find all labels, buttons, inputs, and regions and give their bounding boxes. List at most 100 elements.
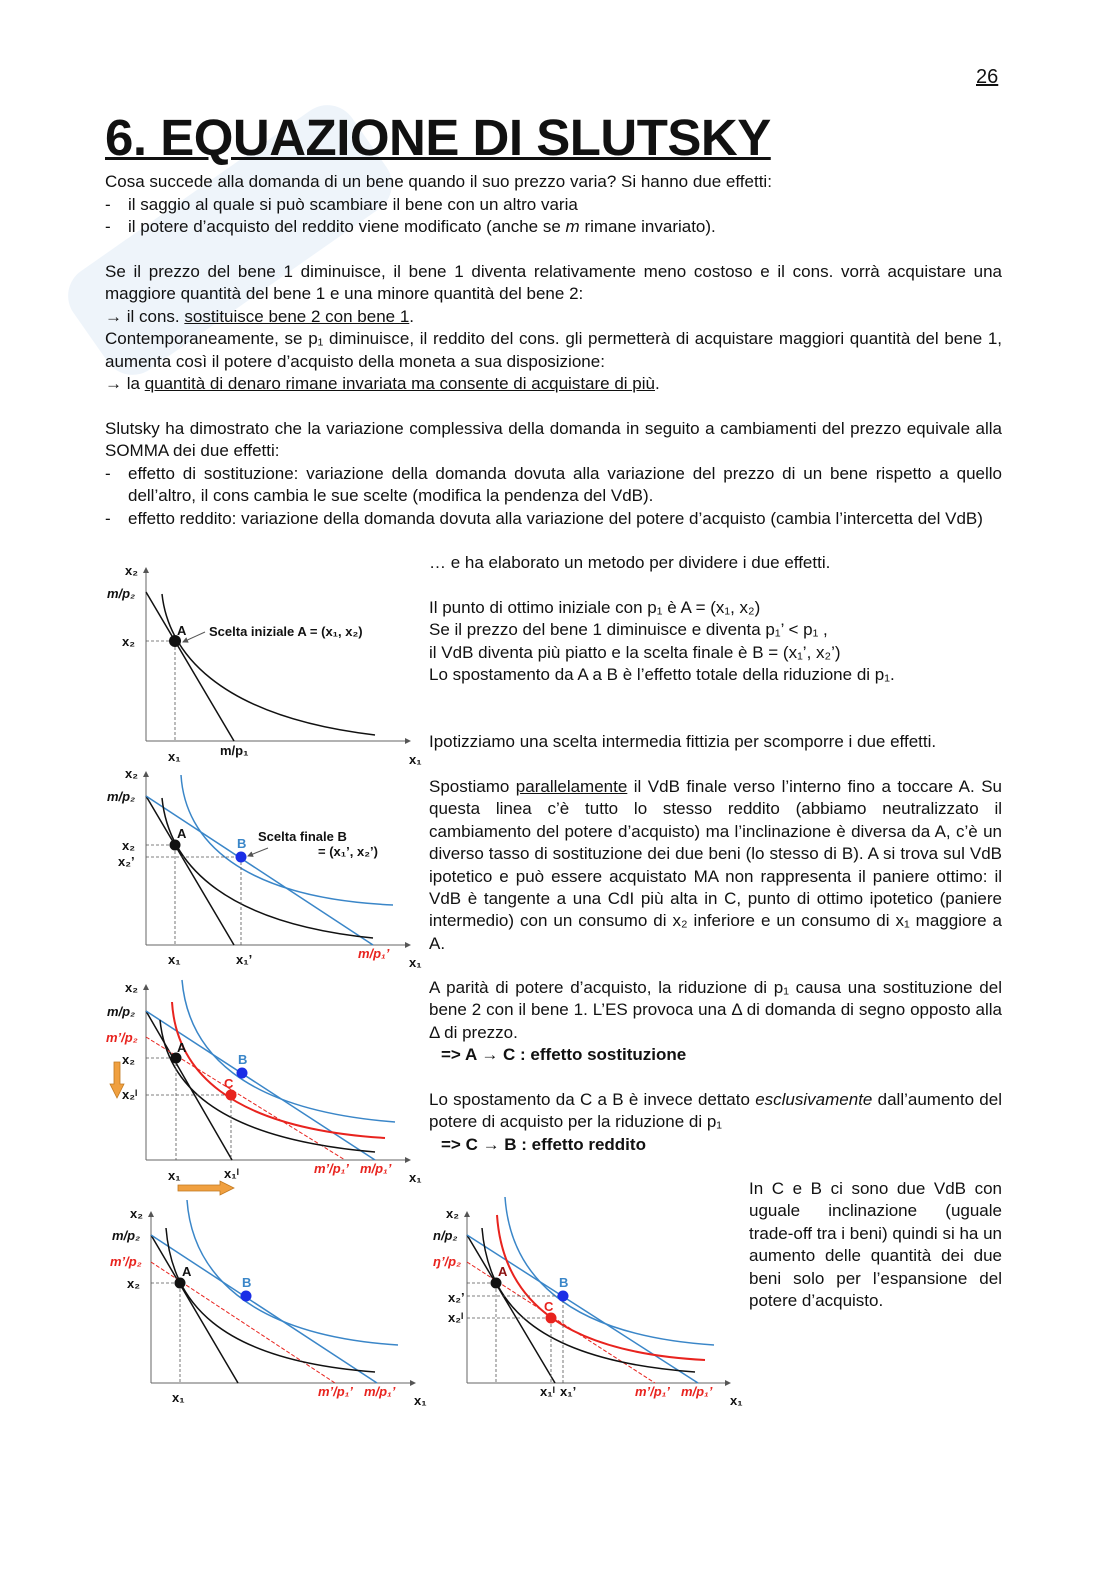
point-c — [225, 1089, 237, 1101]
caption: = (x₁’, x₂’) — [318, 844, 378, 859]
x-axis-label: x₁ — [409, 1170, 422, 1185]
intro-bullet-1: - il saggio al quale si può scambiare il … — [105, 195, 578, 214]
label-b: B — [238, 1052, 247, 1067]
label-a: A — [177, 623, 187, 638]
point-a — [169, 635, 181, 647]
diagram-final-choice: x₂ m/p₂ x₂ x₂’ x₁ x₁’ m/p₁’ x₁ A B Scelt… — [107, 766, 422, 970]
guide-dashed — [467, 1282, 564, 1383]
indifference-curve-high — [180, 774, 394, 906]
right-parallel-shift: Spostiamo parallelamente il VdB finale v… — [429, 777, 1002, 953]
x2-intermediate-label: x₂ᴵ — [122, 1087, 137, 1102]
y-axis-label: x₂ — [125, 766, 138, 781]
x2-label: x₂ — [122, 838, 135, 853]
indifference-curve-intermediate — [496, 1214, 706, 1361]
point-b — [557, 1290, 569, 1302]
intercept-label: m’/p₁’ — [314, 1161, 349, 1176]
right-text-line: il VdB diventa più piatto e la scelta fi… — [429, 643, 841, 662]
diagram-income-effect: x₂ n/p₂ ŋ’/p₂ x₂’ x₂ᴵ x₁ᴵ x₁’ m’/p₁’ m/p… — [433, 1196, 743, 1408]
indifference-curve-high — [181, 979, 396, 1123]
x2-label: x₂ — [127, 1276, 140, 1291]
substitution-effect-label: => A → C : effetto sostituzione — [441, 1045, 687, 1064]
label-a: A — [498, 1264, 508, 1279]
intercept-label: ŋ’/p₂ — [433, 1254, 461, 1269]
x1-prime-label: x₁’ — [560, 1384, 576, 1399]
intercept-label: m/p₁’ — [358, 946, 390, 961]
intercept-label: m/p₂ — [107, 586, 135, 601]
label-a: A — [177, 1040, 187, 1055]
x1-prime-label: x₁’ — [236, 952, 252, 967]
right-intro: … e ha elaborato un metodo per dividere … — [429, 553, 831, 572]
intercept-label: m/p₁ — [220, 743, 249, 758]
income-effect-label: => C → B : effetto reddito — [441, 1135, 646, 1154]
point-b — [240, 1290, 252, 1302]
label-a: A — [177, 826, 187, 841]
x1-label: x₁ — [168, 749, 181, 764]
budget-line — [150, 1234, 239, 1384]
intercept-label: n/p₂ — [433, 1228, 457, 1243]
x2-prime-label: x₂’ — [448, 1290, 465, 1305]
down-arrow-icon — [109, 1061, 125, 1099]
right-substitution: A parità di potere d’acquisto, la riduzi… — [429, 978, 1002, 1042]
indifference-curve-intermediate — [171, 1001, 386, 1139]
intercept-label: m/p₁’ — [364, 1384, 396, 1399]
point-a — [169, 839, 181, 851]
diagram-parallel-shift: x₂ m/p₂ m’/p₂ x₂ x₁ m’/p₁’ m/p₁’ x₁ A B — [110, 1199, 427, 1408]
x-axis-label: x₁ — [409, 752, 422, 767]
page-number: 26 — [976, 66, 999, 88]
point-c — [545, 1312, 557, 1324]
indifference-curve — [161, 797, 374, 939]
x1-intermediate-label: x₁ᴵ — [540, 1384, 555, 1399]
new-budget-line — [145, 1010, 376, 1161]
indifference-curve — [481, 1227, 696, 1373]
x2-label: x₂ — [122, 1052, 135, 1067]
point-a — [170, 1052, 182, 1064]
budget-line — [145, 795, 235, 946]
intercept-label: m/p₂ — [107, 789, 135, 804]
x1-label: x₁ — [168, 1168, 181, 1183]
right-arrow-icon — [177, 1180, 235, 1196]
label-b: B — [559, 1275, 568, 1290]
right-hypothesis: Ipotizziamo una scelta intermedia fittiz… — [429, 732, 937, 751]
bullet-income-effect: - effetto reddito: variazione della doman… — [105, 509, 983, 528]
diagram-initial-choice: x₂ m/p₂ x₂ x₁ m/p₁ x₁ A Scelta iniziale … — [107, 563, 422, 767]
y-axis-label: x₂ — [125, 563, 138, 578]
intro-bullet-2: - il potere d’acquisto del reddito viene … — [105, 217, 716, 236]
label-a: A — [182, 1264, 192, 1279]
guide-dashed — [146, 1057, 232, 1160]
intro-question: Cosa succede alla domanda di un bene qua… — [105, 172, 772, 191]
x1-intermediate-label: x₁ᴵ — [224, 1166, 239, 1181]
intercept-label: m’/p₂ — [106, 1030, 138, 1045]
indifference-curve — [165, 1227, 376, 1373]
intercept-label: m/p₁’ — [360, 1161, 392, 1176]
guide-dashed — [151, 1282, 181, 1383]
pointer-arrow — [182, 631, 206, 643]
intercept-label: m’/p₁’ — [635, 1384, 670, 1399]
label-b: B — [237, 836, 246, 851]
right-income: Lo spostamento da C a B è invece dettato… — [429, 1090, 1002, 1132]
point-b — [235, 851, 247, 863]
paragraph-slutsky: Slutsky ha dimostrato che la variazione … — [105, 419, 1002, 461]
right-text-line: Lo spostamento da A a B è l’effetto tota… — [429, 665, 895, 684]
x-axis-label: x₁ — [409, 955, 422, 970]
budget-line — [466, 1234, 556, 1384]
caption: Scelta iniziale A = (x₁, x₂) — [209, 624, 363, 639]
new-budget-line — [150, 1234, 378, 1384]
new-budget-line — [145, 795, 374, 946]
intercept-label: m/p₂ — [112, 1228, 140, 1243]
x1-label: x₁ — [172, 1390, 185, 1405]
right-conclusion: In C e B ci sono due VdB con uguale incl… — [749, 1179, 1002, 1311]
point-b — [236, 1067, 248, 1079]
page-title: 6. EQUAZIONE DI SLUTSKY — [105, 109, 771, 166]
watermark-logo — [68, 105, 392, 375]
x2-prime-label: x₂’ — [118, 854, 135, 869]
guide-dashed — [146, 640, 176, 741]
right-text-line: Se il prezzo del bene 1 diminuisce e div… — [429, 620, 828, 639]
paragraph-substitution: Se il prezzo del bene 1 diminuisce, il b… — [105, 262, 1002, 394]
x2-intermediate-label: x₂ᴵ — [448, 1310, 463, 1325]
intercept-label: m’/p₁’ — [318, 1384, 353, 1399]
caption: Scelta finale B — [258, 829, 347, 844]
label-b: B — [242, 1275, 251, 1290]
intercept-label: m’/p₂ — [110, 1254, 142, 1269]
right-text-line: Il punto di ottimo iniziale con p₁ è A =… — [429, 598, 761, 617]
